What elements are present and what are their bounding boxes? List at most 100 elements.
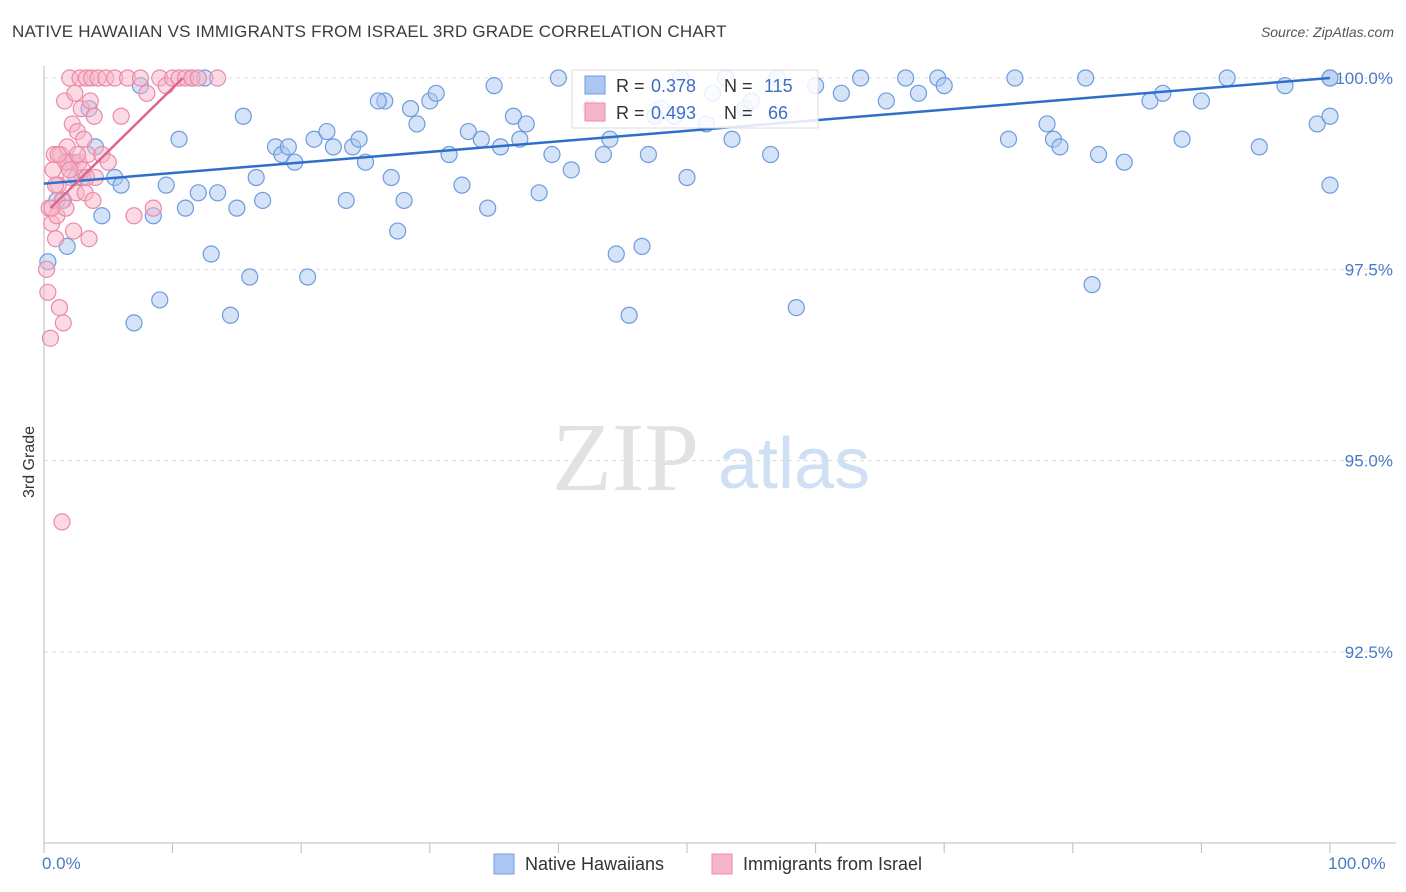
- point-native-hawaiians-101: [1218, 69, 1236, 87]
- point-native-hawaiians-113: [485, 77, 503, 95]
- point-native-hawaiians-89: [1006, 69, 1024, 87]
- x-tick-label-max: 100.0%: [1328, 854, 1386, 873]
- point-immigrants-israel-7: [46, 230, 65, 248]
- y-tick-label-2: 97.5%: [1345, 260, 1393, 279]
- point-native-hawaiians-15: [170, 130, 188, 148]
- point-native-hawaiians-87: [935, 77, 953, 95]
- point-native-hawaiians-83: [877, 92, 895, 110]
- point-native-hawaiians-44: [408, 115, 426, 133]
- point-immigrants-israel-0: [37, 260, 56, 278]
- point-immigrants-israel-37: [85, 107, 103, 125]
- point-native-hawaiians-56: [530, 184, 548, 202]
- stats-swatch-blue: [584, 75, 606, 95]
- chart-title: NATIVE HAWAIIAN VS IMMIGRANTS FROM ISRAE…: [12, 22, 727, 41]
- point-immigrants-israel-21: [64, 222, 83, 240]
- point-native-hawaiians-31: [299, 268, 317, 286]
- point-immigrants-israel-29: [75, 130, 93, 148]
- point-native-hawaiians-95: [1089, 145, 1108, 164]
- y-tick-label-3: 100.0%: [1335, 69, 1393, 88]
- point-native-hawaiians-102: [1250, 138, 1268, 156]
- stats-box: [571, 69, 819, 129]
- point-immigrants-israel-33: [80, 230, 98, 248]
- point-native-hawaiians-32: [305, 130, 323, 148]
- point-native-hawaiians-50: [472, 130, 490, 148]
- stats-n-value-pink: 66: [768, 103, 788, 123]
- point-native-hawaiians-7: [93, 207, 111, 225]
- point-immigrants-israel-61: [68, 145, 87, 164]
- point-immigrants-israel-44: [112, 107, 130, 125]
- point-native-hawaiians-10: [125, 314, 143, 332]
- bottom-legend: Native Hawaiians Immigrants from Israel: [493, 853, 922, 875]
- stats-r-label-blue: R =: [616, 76, 645, 96]
- point-immigrants-israel-3: [41, 329, 60, 347]
- point-immigrants-israel-10: [50, 299, 69, 317]
- point-native-hawaiians-104: [1308, 115, 1326, 133]
- point-native-hawaiians-42: [395, 191, 413, 210]
- point-native-hawaiians-53: [504, 107, 522, 125]
- point-native-hawaiians-61: [594, 145, 613, 164]
- point-native-hawaiians-22: [228, 199, 246, 217]
- point-native-hawaiians-92: [1051, 138, 1069, 156]
- point-native-hawaiians-26: [254, 191, 272, 210]
- point-immigrants-israel-34: [81, 92, 99, 110]
- point-immigrants-israel-13: [54, 314, 72, 332]
- point-native-hawaiians-20: [209, 184, 227, 202]
- point-immigrants-israel-57: [209, 69, 227, 87]
- point-immigrants-israel-36: [84, 191, 102, 210]
- y-tick-label-1: 95.0%: [1345, 452, 1393, 471]
- point-immigrants-israel-42: [99, 153, 117, 171]
- stats-legend: R = 0.378 N = 115 R = 0.493 N = 66: [571, 69, 819, 129]
- y-tick-label-0: 92.5%: [1345, 643, 1393, 662]
- point-native-hawaiians-13: [151, 291, 169, 309]
- point-native-hawaiians-112: [369, 92, 387, 110]
- legend-label-immigrants-israel: Immigrants from Israel: [743, 854, 922, 874]
- point-native-hawaiians-81: [832, 84, 850, 102]
- point-native-hawaiians-79: [787, 299, 805, 317]
- stats-r-label-pink: R =: [616, 103, 645, 123]
- point-immigrants-israel-58: [53, 513, 71, 531]
- trend-line-native-hawaiians: [43, 76, 1331, 185]
- stats-r-value-pink: 0.493: [651, 103, 696, 123]
- stats-n-value-blue: 115: [764, 76, 793, 96]
- x-tick-label-min: 0.0%: [42, 854, 81, 873]
- point-native-hawaiians-74: [723, 130, 741, 148]
- legend-swatch-immigrants-israel: [711, 853, 733, 875]
- point-native-hawaiians-35: [337, 191, 355, 210]
- point-native-hawaiians-64: [620, 306, 638, 324]
- legend-swatch-native-hawaiians: [493, 853, 515, 875]
- trend-line-immigrants-israel: [49, 77, 184, 209]
- point-native-hawaiians-46: [427, 84, 445, 102]
- point-immigrants-israel-59: [46, 176, 65, 194]
- stats-n-label-blue: N =: [724, 76, 753, 96]
- point-native-hawaiians-70: [678, 168, 696, 187]
- point-native-hawaiians-57: [543, 145, 561, 164]
- watermark-atlas: atlas: [718, 424, 870, 504]
- point-native-hawaiians-65: [633, 237, 651, 255]
- chart-source: Source: ZipAtlas.com: [1260, 24, 1394, 40]
- point-immigrants-israel-64: [49, 145, 67, 164]
- point-native-hawaiians-40: [382, 168, 400, 187]
- point-native-hawaiians-34: [324, 138, 342, 156]
- stats-r-value-blue: 0.378: [651, 76, 696, 96]
- point-native-hawaiians-93: [1077, 69, 1095, 87]
- point-native-hawaiians-16: [176, 199, 195, 217]
- point-native-hawaiians-106: [1321, 107, 1339, 125]
- point-immigrants-israel-47: [131, 69, 150, 87]
- point-immigrants-israel-1: [39, 283, 57, 301]
- point-native-hawaiians-90: [1038, 115, 1056, 133]
- point-native-hawaiians-19: [202, 245, 220, 263]
- point-native-hawaiians-96: [1115, 153, 1133, 171]
- point-native-hawaiians-82: [852, 69, 870, 87]
- point-native-hawaiians-41: [389, 222, 407, 240]
- x-tick-labels: 0.0% 100.0%: [42, 854, 1386, 873]
- point-native-hawaiians-62: [601, 130, 619, 148]
- point-immigrants-israel-46: [125, 207, 143, 225]
- point-immigrants-israel-49: [144, 199, 162, 217]
- point-native-hawaiians-63: [607, 245, 625, 263]
- point-immigrants-israel-22: [66, 84, 84, 102]
- point-native-hawaiians-43: [401, 100, 420, 118]
- point-native-hawaiians-58: [549, 69, 568, 87]
- point-native-hawaiians-25: [247, 168, 265, 187]
- stats-swatch-pink: [584, 102, 606, 122]
